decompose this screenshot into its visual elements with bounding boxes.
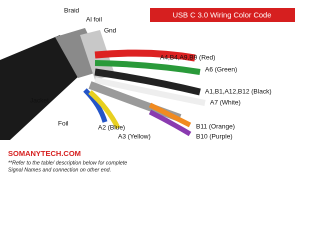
label-green: A6 (Green)	[205, 67, 237, 74]
title-box	[150, 8, 295, 22]
diagram: USB C 3.0 Wiring Color Code Braid Al foi…	[0, 8, 295, 173]
wire-green	[94, 60, 201, 75]
label-jacket: Jacket	[30, 98, 49, 105]
label-foil: Foil	[58, 121, 69, 128]
label-yellow: A3 (Yellow)	[118, 134, 151, 141]
wire-blue	[83, 88, 108, 123]
footnote-line: **Refer to the table/ description below …	[8, 160, 127, 166]
wire-purple	[148, 109, 192, 137]
label-blue: A2 (Blue)	[98, 125, 125, 132]
label-red: A4,B4,A9,B9 (Red)	[160, 55, 215, 62]
site: SOMANYTECH.COM	[8, 149, 81, 158]
label-al-foil: Al foil	[86, 17, 102, 24]
label-purple: B10 (Purple)	[196, 134, 233, 141]
wire-orange	[148, 102, 192, 128]
label-black: A1,B1,A12,B12 (Black)	[205, 89, 271, 96]
wire-black	[94, 68, 201, 96]
label-white: A7 (White)	[210, 100, 241, 107]
wire-white	[94, 77, 206, 106]
label-gnd: Gnd	[104, 28, 117, 35]
jacket	[0, 35, 80, 140]
label-braid: Braid	[64, 8, 80, 15]
wire-yellow	[88, 90, 121, 130]
title: USB C 3.0 Wiring Color Code	[173, 10, 272, 19]
cable-illustration	[0, 28, 206, 140]
footnote-line: Signal Names and connection on other end…	[8, 167, 111, 173]
wire-red	[94, 49, 196, 62]
label-orange: B11 (Orange)	[196, 124, 235, 131]
